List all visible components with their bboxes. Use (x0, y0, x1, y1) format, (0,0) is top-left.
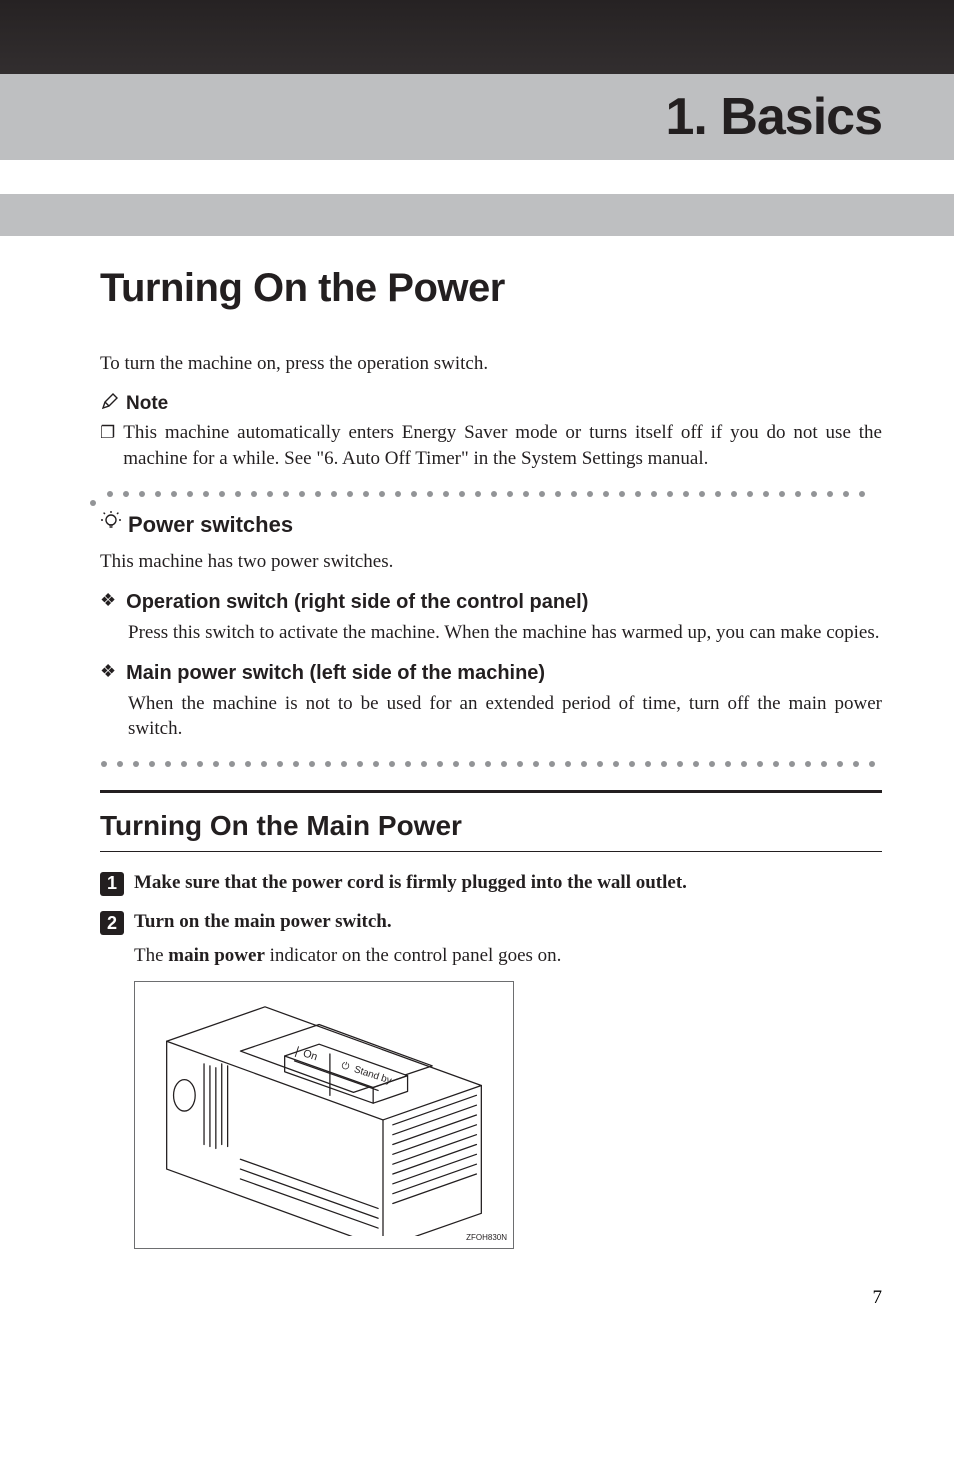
intro-paragraph: To turn the machine on, press the operat… (100, 351, 882, 377)
followup-bold: main power (168, 945, 265, 966)
note-heading: Note (100, 391, 882, 417)
dotted-rule (100, 490, 882, 498)
machine-illustration: | On ⏻ Stand by (147, 994, 501, 1236)
step-number-icon: 2 (100, 911, 124, 935)
switch-heading-0: ❖ Operation switch (right side of the co… (100, 589, 882, 616)
page-number: 7 (0, 1287, 882, 1339)
followup-suffix: indicator on the control panel goes on. (265, 945, 562, 966)
chapter-title: 1. Basics (666, 87, 883, 147)
switch-heading-1: ❖ Main power switch (left side of the ma… (100, 660, 882, 687)
step-2-followup: The main power indicator on the control … (134, 943, 882, 969)
hint-title: Power switches (128, 510, 293, 540)
switch-body-0: Press this switch to activate the machin… (128, 620, 882, 646)
switch-body-1: When the machine is not to be used for a… (128, 691, 882, 742)
subsection-title: Turning On the Main Power (100, 807, 882, 845)
note-item: ❐ This machine automatically enters Ener… (100, 420, 882, 471)
mid-grey-stripe (0, 194, 954, 236)
section-title: Turning On the Power (100, 266, 954, 311)
step-1-text: Make sure that the power cord is firmly … (134, 870, 687, 896)
hint-heading: Power switches (100, 510, 882, 540)
dotted-rule (100, 760, 882, 768)
chapter-band: 1. Basics (0, 74, 954, 160)
checkbox-icon: ❐ (100, 420, 115, 471)
switch-title-1: Main power switch (left side of the mach… (126, 660, 545, 687)
followup-prefix: The (134, 945, 168, 966)
pencil-icon (100, 391, 120, 415)
diamond-icon: ❖ (100, 589, 116, 616)
step-2: 2 Turn on the main power switch. (100, 909, 882, 935)
step-2-text: Turn on the main power switch. (134, 909, 392, 935)
switch-title-0: Operation switch (right side of the cont… (126, 589, 588, 616)
note-label: Note (126, 391, 168, 417)
lightbulb-icon (100, 510, 122, 540)
figure-id: ZFOH830N (466, 1233, 507, 1244)
step-number-icon: 1 (100, 872, 124, 896)
thick-rule (100, 790, 882, 793)
hint-intro: This machine has two power switches. (100, 549, 882, 575)
top-dark-stripe (0, 0, 954, 74)
diamond-icon: ❖ (100, 660, 116, 687)
note-item-text: This machine automatically enters Energy… (123, 420, 882, 471)
thin-rule (100, 851, 882, 852)
step-1: 1 Make sure that the power cord is firml… (100, 870, 882, 896)
power-switch-figure: | On ⏻ Stand by ZFOH830N (134, 981, 514, 1249)
